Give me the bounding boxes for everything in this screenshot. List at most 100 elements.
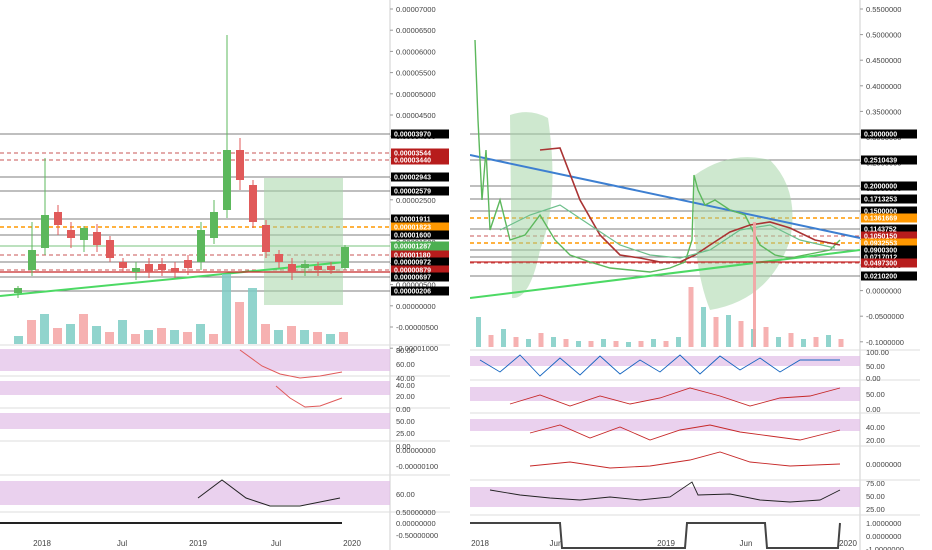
time-axis-label: Jun <box>550 539 563 548</box>
price-tag <box>391 186 449 196</box>
volume-bar <box>688 287 694 347</box>
left-chart-svg[interactable]: 0.00007000 0.00006500 0.00006000 0.00005500… <box>0 0 462 550</box>
price-tick-label: 0.00004500 <box>396 111 436 120</box>
volume-bar <box>196 324 205 344</box>
oscillator-1 <box>479 354 840 377</box>
volume-bar <box>651 339 656 347</box>
volume-bar <box>801 339 806 347</box>
price-tag <box>861 181 917 191</box>
candle-body <box>171 268 179 272</box>
indicator-tick-label: 50.00 <box>866 362 885 371</box>
price-tag-label: 0.00002943 <box>394 175 431 182</box>
volume-bar <box>326 334 335 344</box>
volume-bar <box>248 288 257 344</box>
indicator-tick-label: 20.00 <box>396 392 415 401</box>
price-tag <box>391 250 449 260</box>
volume-spike <box>753 222 756 347</box>
price-tag <box>861 224 917 234</box>
time-axis-label: 2020 <box>343 539 361 548</box>
volume-bar <box>287 326 296 344</box>
indicator-tick-label: 0.00000000 <box>396 446 436 455</box>
candle-body <box>145 264 153 272</box>
candle-body <box>301 264 309 268</box>
price-tag <box>391 148 449 158</box>
price-tag <box>391 214 449 224</box>
indicator-tick-label: -0.00000100 <box>396 462 438 471</box>
volume-bar <box>676 337 681 347</box>
price-tick-label: -0.00001000 <box>396 344 438 353</box>
left-chart-panel[interactable]: 0.00007000 0.00006500 0.00006000 0.00005500… <box>0 0 462 550</box>
indicator-tick-label: 0.0000000 <box>866 460 901 469</box>
candle-body <box>67 230 75 238</box>
right-chart-svg[interactable]: 0.5500000 0.5000000 0.4500000 0.4000000 0.35… <box>470 0 932 550</box>
volume-bar <box>53 328 62 344</box>
indicator-tick-label: 60.00 <box>396 360 415 369</box>
price-tag <box>391 129 449 139</box>
price-tag-label: 0.2000000 <box>864 184 897 191</box>
price-tag-label: 0.0497300 <box>864 261 897 268</box>
moving-average-red <box>539 147 841 263</box>
moving-average-green <box>499 204 836 259</box>
candle-body <box>262 225 270 252</box>
oscillator-6 <box>470 522 841 549</box>
price-tick-label: 0.3500000 <box>866 107 901 116</box>
time-axis-label: Jul <box>117 539 127 548</box>
price-tag <box>861 245 917 255</box>
price-tag-label: 0.00000206 <box>394 289 431 296</box>
volume-bar <box>551 337 556 347</box>
indicator-tick-label: 0.00000000 <box>396 519 436 528</box>
indicator-tick-label: 50.00 <box>866 492 885 501</box>
candle-body <box>223 150 231 210</box>
volume-bar <box>209 334 218 344</box>
volume-bar <box>663 341 669 347</box>
price-tag-label: 0.1500000 <box>864 209 897 216</box>
indicator-tick-label: 75.00 <box>866 479 885 488</box>
price-tag <box>391 172 449 182</box>
indicator-tick-label: 0.00 <box>866 405 881 414</box>
price-tick-label: 0.00000000 <box>396 302 436 311</box>
indicator-tick-label: 50.00 <box>396 417 415 426</box>
volume-bar <box>738 321 744 347</box>
price-tick-label: 0.00007000 <box>396 5 436 14</box>
price-tick-label: 0.5000000 <box>866 31 901 40</box>
price-tag-label: 0.1361669 <box>864 216 897 223</box>
indicator-tick-label: 20.00 <box>866 436 885 445</box>
indicator-line-1 <box>239 349 343 379</box>
price-tag-label: 0.0717012 <box>864 255 897 262</box>
price-tag-label: 0.3000000 <box>864 132 897 139</box>
projection-band <box>694 157 793 310</box>
volume-bar <box>638 341 644 347</box>
volume-bar <box>261 324 270 344</box>
candle-body <box>184 260 192 268</box>
price-tag <box>391 286 449 296</box>
indicator-tick-label: -1.0000000 <box>866 545 904 550</box>
price-tag-label: 0.1050150 <box>864 234 897 241</box>
price-tag <box>861 231 917 241</box>
candle-body <box>275 254 283 262</box>
volume-bar <box>79 314 88 344</box>
indicator-band <box>0 349 390 371</box>
volume-bar <box>66 324 75 344</box>
volume-bar <box>526 339 531 347</box>
indicator-tick-label: 40.00 <box>396 374 415 383</box>
price-tick-label: 0.00002500 <box>396 196 436 205</box>
price-tick-label: 0.0000000 <box>866 287 901 296</box>
candle-body <box>236 150 244 180</box>
trend-line-blue <box>470 154 861 239</box>
price-tag-label: 0.00001911 <box>394 217 431 224</box>
time-axis-label: 2019 <box>189 539 207 548</box>
oscillator-5 <box>489 481 841 503</box>
candle-body <box>54 212 62 225</box>
time-axis-label: 2018 <box>471 539 489 548</box>
oscillator-2 <box>509 387 841 407</box>
time-axis-label: 2019 <box>657 539 675 548</box>
oscillator-3 <box>529 424 841 441</box>
indicator-tick-label: 0.00 <box>866 374 881 383</box>
candle-body <box>93 232 101 245</box>
indicator-band <box>0 381 390 395</box>
price-tag-label: 0.00001823 <box>394 225 431 232</box>
right-chart-panel[interactable]: 0.5500000 0.5000000 0.4500000 0.4000000 0.35… <box>470 0 932 550</box>
price-tag-label: 0.0210200 <box>864 274 897 281</box>
price-tag-label: 0.0932553 <box>864 241 897 248</box>
price-tag <box>861 129 917 139</box>
